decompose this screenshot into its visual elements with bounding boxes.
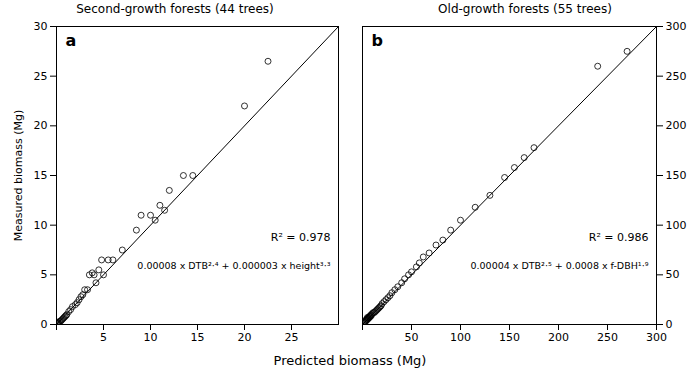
svg-text:150: 150 [666, 169, 687, 182]
svg-text:R² = 0.978: R² = 0.978 [271, 231, 331, 244]
svg-text:5: 5 [41, 268, 48, 281]
svg-text:b: b [372, 31, 383, 50]
svg-text:25: 25 [34, 70, 48, 83]
svg-text:0.00008 x DTB²⋅⁴ + 0.000003 x: 0.00008 x DTB²⋅⁴ + 0.000003 x height³⋅³ [137, 260, 330, 271]
svg-text:0.00004 x DTB²⋅⁵ + 0.0008 x f-: 0.00004 x DTB²⋅⁵ + 0.0008 x f-DBH¹⋅⁹ [471, 260, 649, 271]
svg-text:10: 10 [34, 219, 48, 232]
svg-text:100: 100 [450, 331, 471, 344]
svg-text:50: 50 [666, 268, 680, 281]
svg-text:200: 200 [548, 331, 569, 344]
svg-text:R² = 0.986: R² = 0.986 [589, 231, 649, 244]
svg-text:300: 300 [646, 331, 667, 344]
svg-text:0: 0 [666, 318, 673, 331]
html-text:Predicted biomass (Mg): Predicted biomass (Mg) [273, 353, 427, 368]
svg-text:10: 10 [144, 331, 158, 344]
svg-text:0: 0 [41, 318, 48, 331]
svg-text:50: 50 [405, 331, 419, 344]
svg-text:5: 5 [100, 331, 107, 344]
svg-text:20: 20 [238, 331, 252, 344]
svg-text:30: 30 [34, 20, 48, 33]
svg-text:Measured biomass (Mg): Measured biomass (Mg) [12, 110, 25, 241]
html-text:Second-growth forests (44 tree: Second-growth forests (44 trees) [76, 2, 274, 16]
html-text:Old-growth forests (55 trees): Old-growth forests (55 trees) [438, 2, 612, 16]
svg-text:250: 250 [597, 331, 618, 344]
svg-text:300: 300 [666, 20, 687, 33]
svg-text:20: 20 [34, 119, 48, 132]
svg-text:15: 15 [191, 331, 205, 344]
svg-text:a: a [66, 31, 77, 50]
svg-text:250: 250 [666, 70, 687, 83]
svg-text:200: 200 [666, 119, 687, 132]
svg-text:150: 150 [499, 331, 520, 344]
svg-text:25: 25 [285, 331, 299, 344]
svg-text:15: 15 [34, 169, 48, 182]
svg-text:100: 100 [666, 219, 687, 232]
